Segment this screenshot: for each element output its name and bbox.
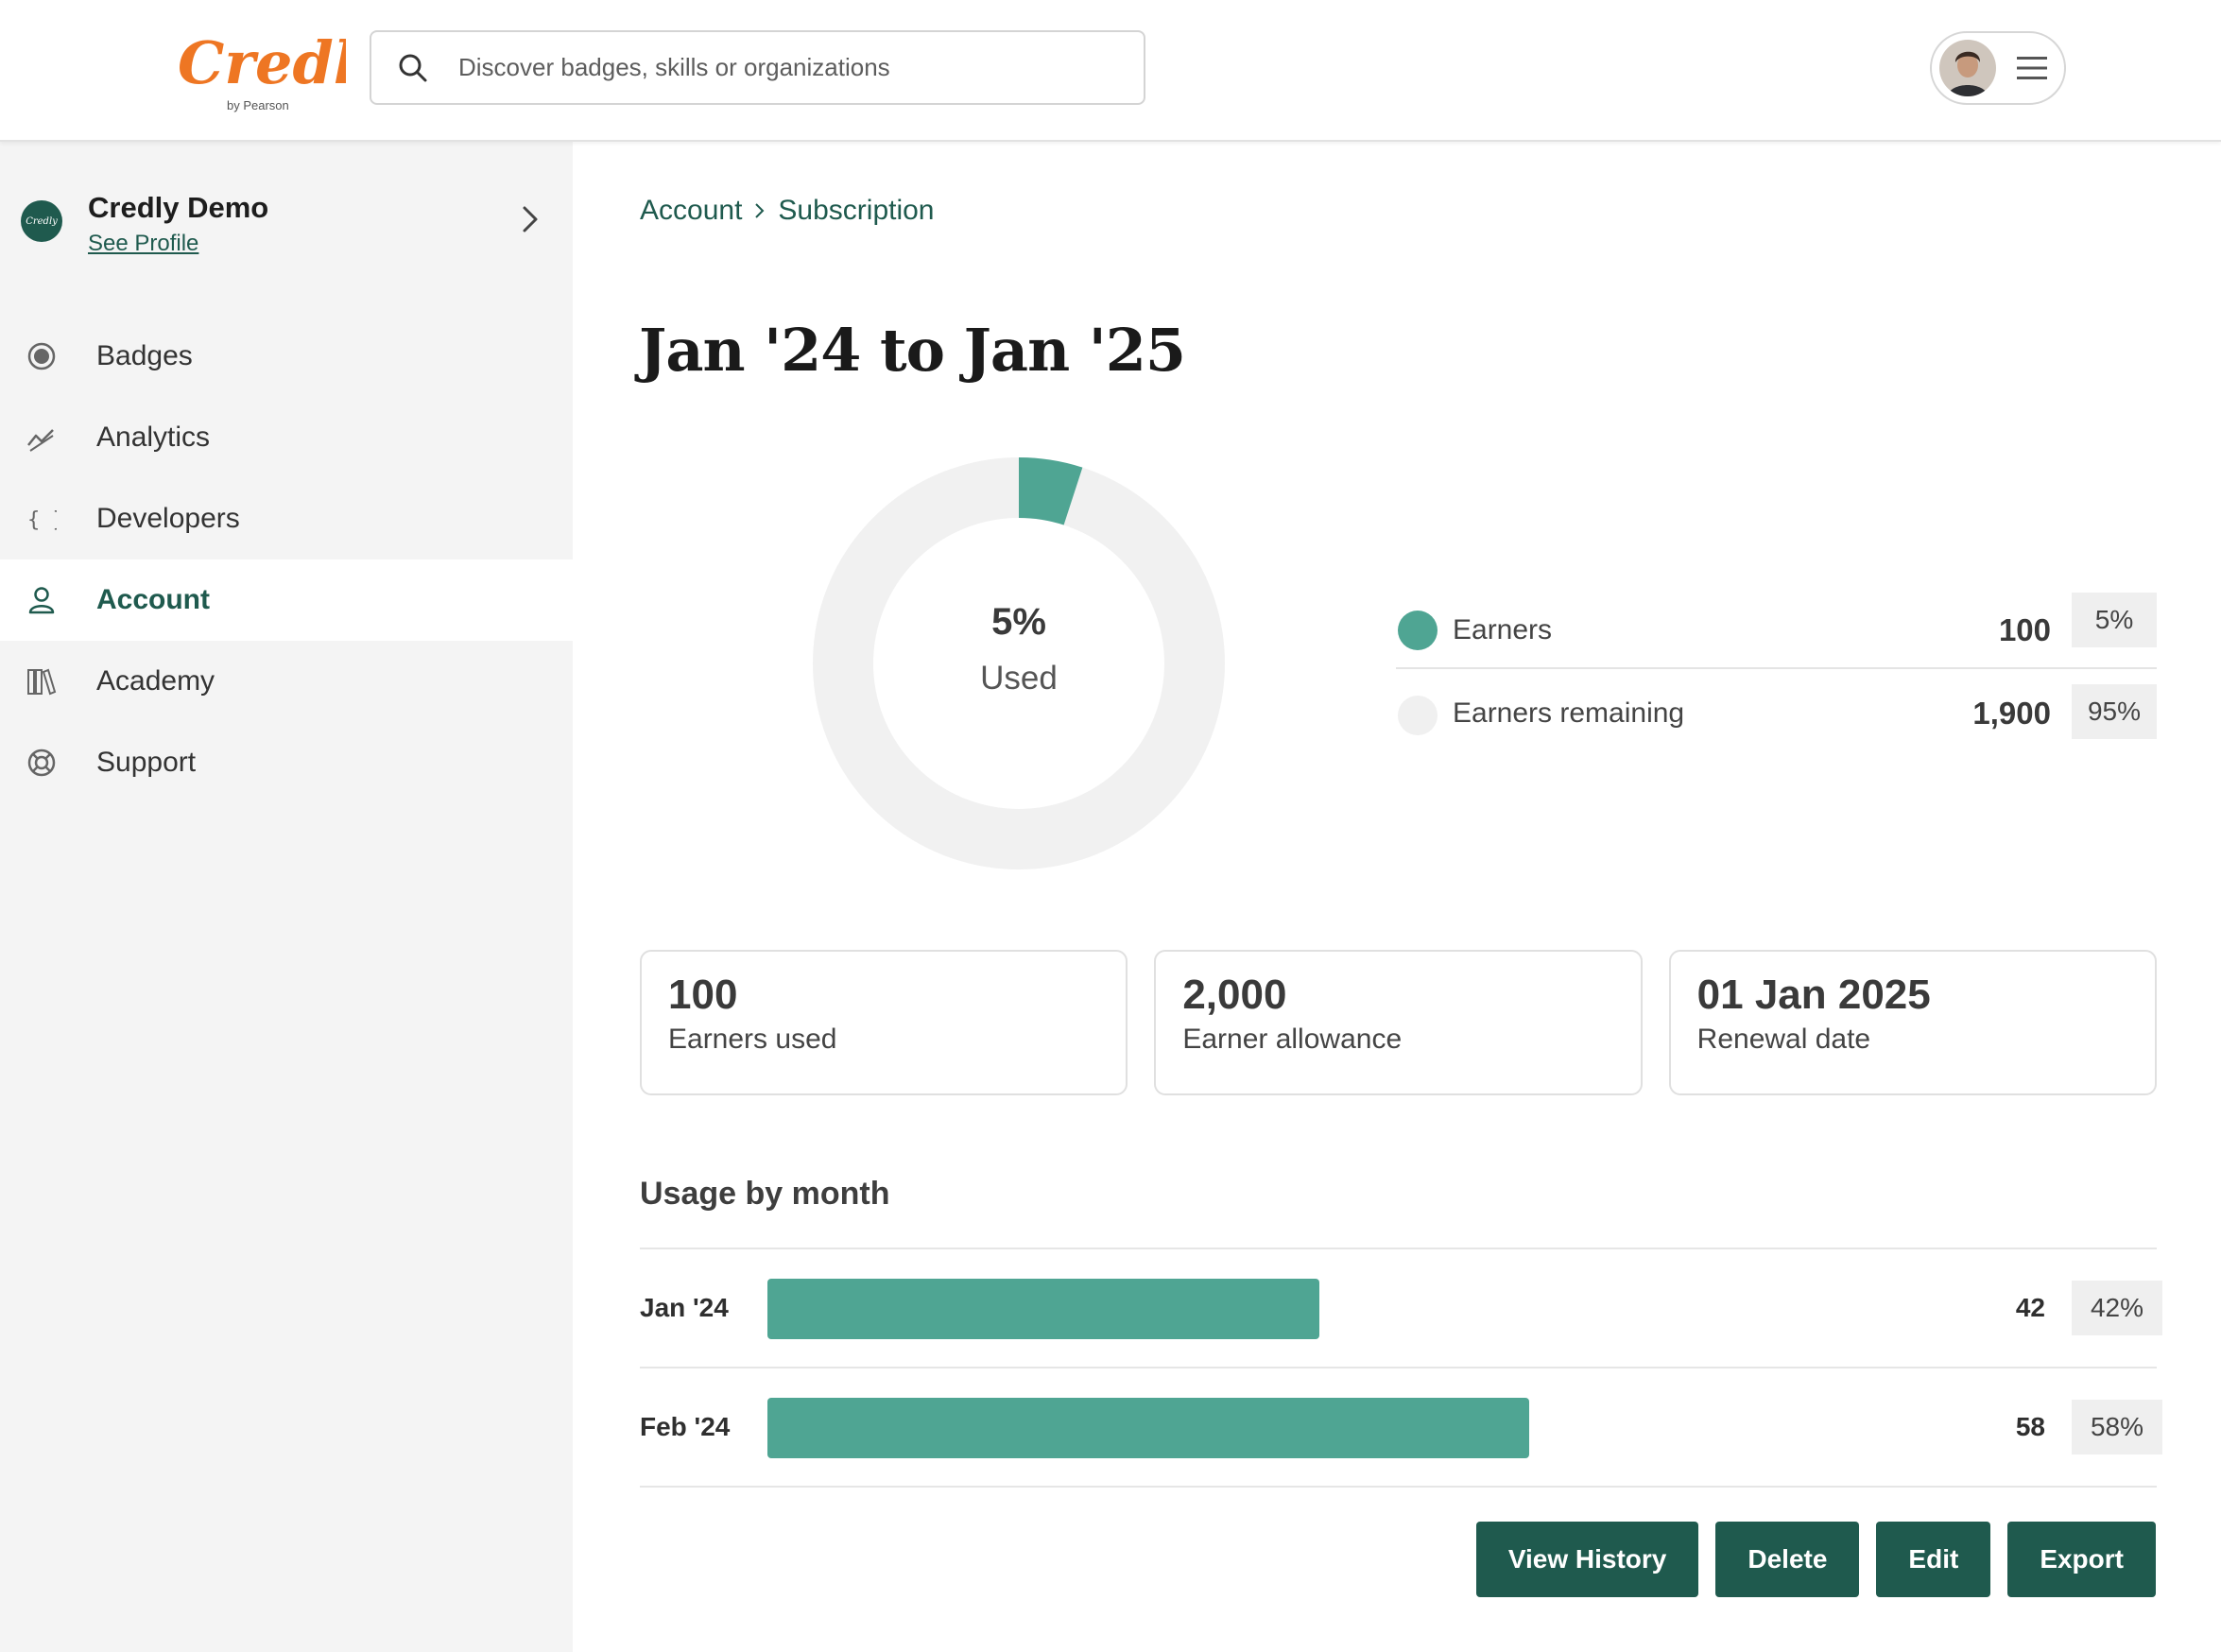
legend-swatch bbox=[1398, 696, 1438, 735]
view-history-button[interactable]: View History bbox=[1475, 1522, 1699, 1597]
sidebar-item-badges[interactable]: Badges bbox=[0, 316, 573, 397]
donut-percent-label: 5% bbox=[991, 601, 1046, 643]
sidebar-item-academy[interactable]: Academy bbox=[0, 641, 573, 722]
usage-value: 58 bbox=[2015, 1412, 2045, 1441]
sidebar-item-label: Support bbox=[96, 747, 197, 778]
legend-row-earners: Earners 100 5% bbox=[1396, 592, 2157, 667]
sidebar-item-label: Badges bbox=[96, 340, 193, 371]
sidebar-item-analytics[interactable]: Analytics bbox=[0, 397, 573, 478]
usage-section-title: Usage by month bbox=[640, 1176, 890, 1212]
see-profile-link[interactable]: See Profile bbox=[88, 231, 199, 256]
legend-row-earners-remaining: Earners remaining 1,900 95% bbox=[1396, 667, 2157, 743]
usage-month: Jan '24 bbox=[640, 1293, 729, 1322]
svg-text:{ }: { } bbox=[27, 508, 57, 532]
user-menu-button[interactable] bbox=[1930, 31, 2066, 105]
usage-by-month-list: Jan '24 42 42% Feb '24 58 58% bbox=[640, 1248, 2162, 1488]
stat-card-earner-allowance: 2,000 Earner allowance bbox=[1154, 950, 1643, 1095]
sidebar-item-developers[interactable]: { } Developers bbox=[0, 478, 573, 559]
export-button[interactable]: Export bbox=[2007, 1522, 2156, 1597]
badge-icon bbox=[27, 342, 56, 370]
legend-percent: 5% bbox=[2072, 593, 2157, 647]
braces-icon: { } bbox=[27, 508, 57, 532]
stat-label: Renewal date bbox=[1696, 1024, 1871, 1056]
breadcrumb-current: Subscription bbox=[778, 195, 935, 226]
usage-percent: 42% bbox=[2072, 1281, 2162, 1335]
search-box[interactable] bbox=[370, 30, 1145, 105]
chevron-right-icon[interactable] bbox=[519, 204, 542, 234]
lifebuoy-icon bbox=[27, 749, 56, 777]
org-name: Credly Demo bbox=[88, 191, 269, 224]
sidebar: Credly Credly Demo See Profile Badges bbox=[0, 142, 573, 1652]
analytics-icon bbox=[27, 429, 54, 452]
legend-value: 1,900 bbox=[1972, 696, 2051, 731]
stat-card-renewal-date: 01 Jan 2025 Renewal date bbox=[1668, 950, 2157, 1095]
stat-card-earners-used: 100 Earners used bbox=[640, 950, 1128, 1095]
usage-legend: Earners 100 5% Earners remaining 1,900 9… bbox=[1396, 592, 2157, 743]
usage-row: Feb '24 58 58% bbox=[640, 1368, 2162, 1488]
usage-donut-chart bbox=[813, 457, 1225, 869]
legend-percent: 95% bbox=[2072, 684, 2157, 739]
logo-subtext: by Pearson bbox=[227, 98, 289, 112]
org-logo: Credly bbox=[21, 200, 62, 242]
legend-label: Earners bbox=[1453, 614, 1553, 645]
legend-value: 100 bbox=[1998, 612, 2051, 647]
usage-row: Jan '24 42 42% bbox=[640, 1249, 2162, 1368]
donut-used-segment bbox=[1018, 457, 1083, 525]
legend-swatch bbox=[1398, 611, 1438, 650]
sidebar-item-label: Analytics bbox=[96, 422, 211, 453]
stat-value: 2,000 bbox=[1182, 972, 1287, 1018]
books-icon bbox=[27, 668, 57, 696]
stat-label: Earner allowance bbox=[1182, 1024, 1403, 1056]
usage-percent: 58% bbox=[2072, 1400, 2162, 1454]
credly-logo[interactable]: Credly by Pearson bbox=[176, 25, 346, 119]
sidebar-item-label: Academy bbox=[96, 665, 215, 697]
sidebar-item-label: Developers bbox=[96, 503, 240, 534]
usage-bar bbox=[767, 1398, 1529, 1458]
search-icon bbox=[399, 54, 427, 81]
user-icon bbox=[28, 587, 55, 614]
delete-button[interactable]: Delete bbox=[1715, 1522, 1860, 1597]
breadcrumb: Account Subscription bbox=[640, 195, 935, 227]
search-input[interactable] bbox=[458, 53, 1120, 82]
edit-button[interactable]: Edit bbox=[1876, 1522, 1991, 1597]
usage-month: Feb '24 bbox=[640, 1412, 731, 1441]
stat-label: Earners used bbox=[668, 1024, 837, 1056]
usage-bar bbox=[767, 1279, 1319, 1339]
donut-sub-label: Used bbox=[980, 660, 1058, 697]
breadcrumb-account-link[interactable]: Account bbox=[640, 195, 743, 226]
hamburger-menu-icon bbox=[2017, 57, 2047, 79]
avatar bbox=[1939, 40, 1996, 96]
page-title: Jan '24 to Jan '25 bbox=[639, 316, 1186, 385]
sidebar-item-support[interactable]: Support bbox=[0, 722, 573, 803]
sidebar-item-account[interactable]: Account bbox=[0, 559, 573, 641]
usage-bar-track bbox=[767, 1279, 1916, 1339]
top-header: Credly by Pearson bbox=[0, 0, 2221, 142]
org-profile[interactable]: Credly Credly Demo See Profile bbox=[21, 191, 550, 263]
action-buttons: View History Delete Edit Export bbox=[1475, 1522, 2156, 1597]
sidebar-nav: Badges Analytics { } Developers bbox=[0, 316, 573, 803]
stat-value: 01 Jan 2025 bbox=[1696, 972, 1931, 1018]
stat-cards: 100 Earners used 2,000 Earner allowance … bbox=[640, 950, 2157, 1095]
user-photo-icon bbox=[1939, 40, 1996, 96]
usage-value: 42 bbox=[2015, 1293, 2045, 1322]
legend-label: Earners remaining bbox=[1453, 697, 1685, 729]
logo-wordmark: Credly bbox=[178, 28, 346, 97]
chevron-right-icon bbox=[755, 203, 765, 218]
stat-value: 100 bbox=[668, 972, 738, 1018]
sidebar-item-label: Account bbox=[96, 584, 210, 615]
usage-bar-track bbox=[767, 1398, 1916, 1458]
